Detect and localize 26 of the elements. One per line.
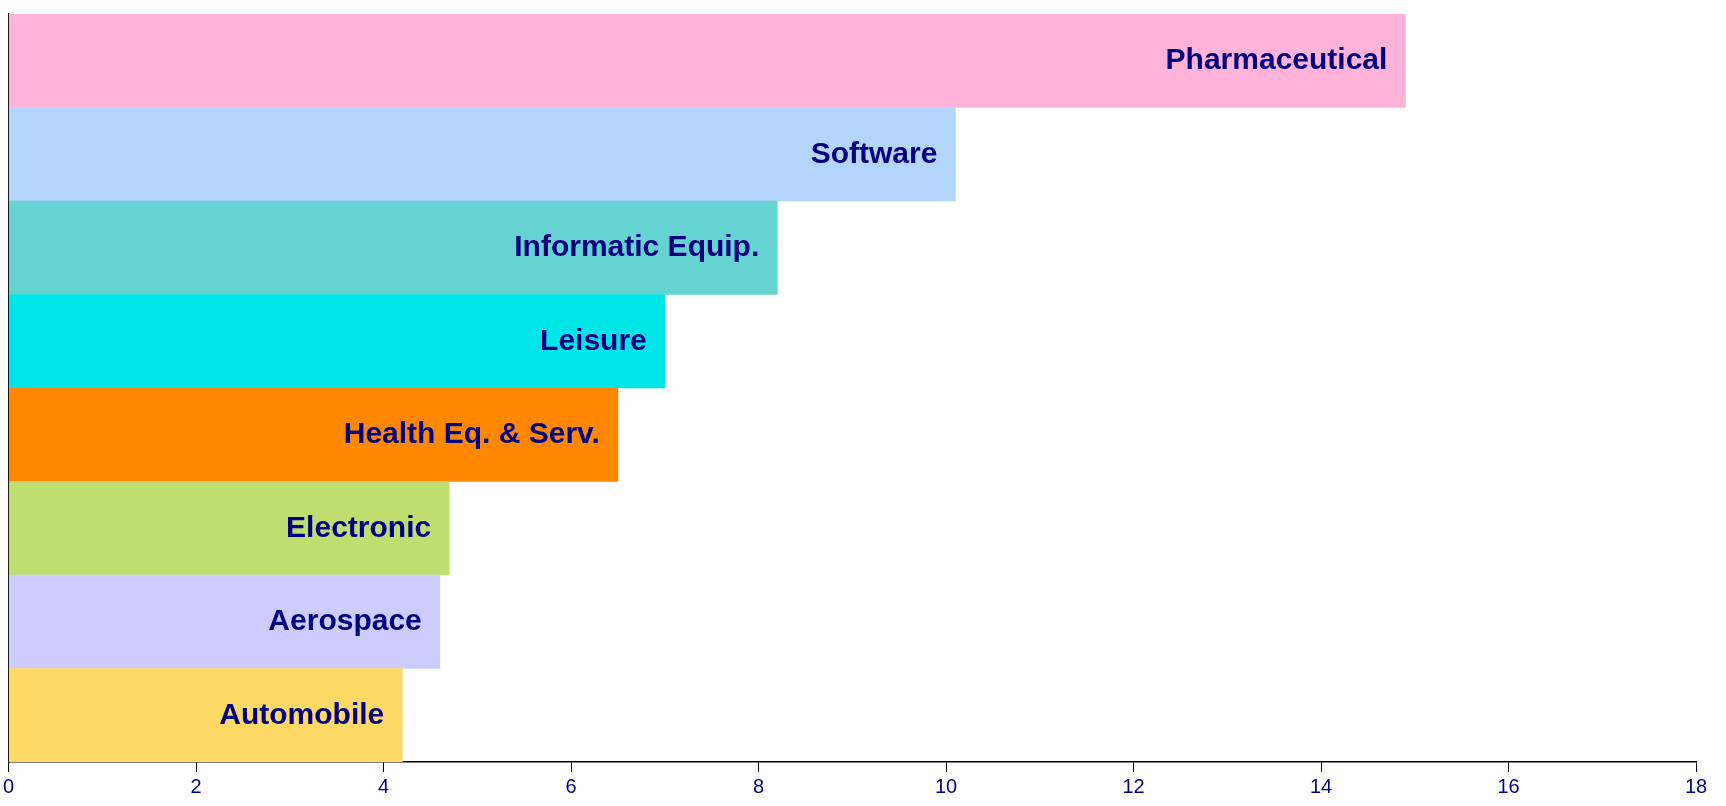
y-tick-label: Electronic bbox=[286, 509, 432, 543]
y-tick-label: Software bbox=[810, 135, 938, 169]
x-tick-label: 18 bbox=[1684, 774, 1708, 797]
x-tick-label: 10 bbox=[934, 774, 958, 797]
x-tick-label: 16 bbox=[1497, 774, 1520, 797]
y-tick-label: Informatic Equip. bbox=[514, 229, 760, 263]
x-tick-label: 4 bbox=[377, 774, 390, 797]
bar bbox=[8, 387, 619, 482]
x-tick-label: 8 bbox=[752, 774, 765, 797]
x-tick-label: 2 bbox=[190, 774, 202, 797]
x-tick-label: 0 bbox=[3, 774, 15, 797]
bar bbox=[8, 574, 441, 669]
y-tick-label: Health Eq. & Serv. bbox=[343, 416, 600, 450]
y-tick-label: Aerospace bbox=[268, 603, 422, 637]
y-tick-label: Pharmaceutical bbox=[1165, 42, 1388, 76]
bar bbox=[8, 200, 778, 295]
bar bbox=[8, 14, 1406, 108]
bar bbox=[8, 107, 956, 202]
y-tick-label: Leisure bbox=[540, 322, 647, 356]
bar bbox=[8, 294, 666, 389]
bar bbox=[8, 481, 450, 576]
bar bbox=[8, 668, 403, 762]
x-tick-label: 14 bbox=[1309, 774, 1333, 797]
y-tick-label: Automobile bbox=[219, 696, 385, 730]
x-tick-label: 6 bbox=[565, 774, 577, 797]
x-tick-label: 12 bbox=[1122, 774, 1145, 797]
